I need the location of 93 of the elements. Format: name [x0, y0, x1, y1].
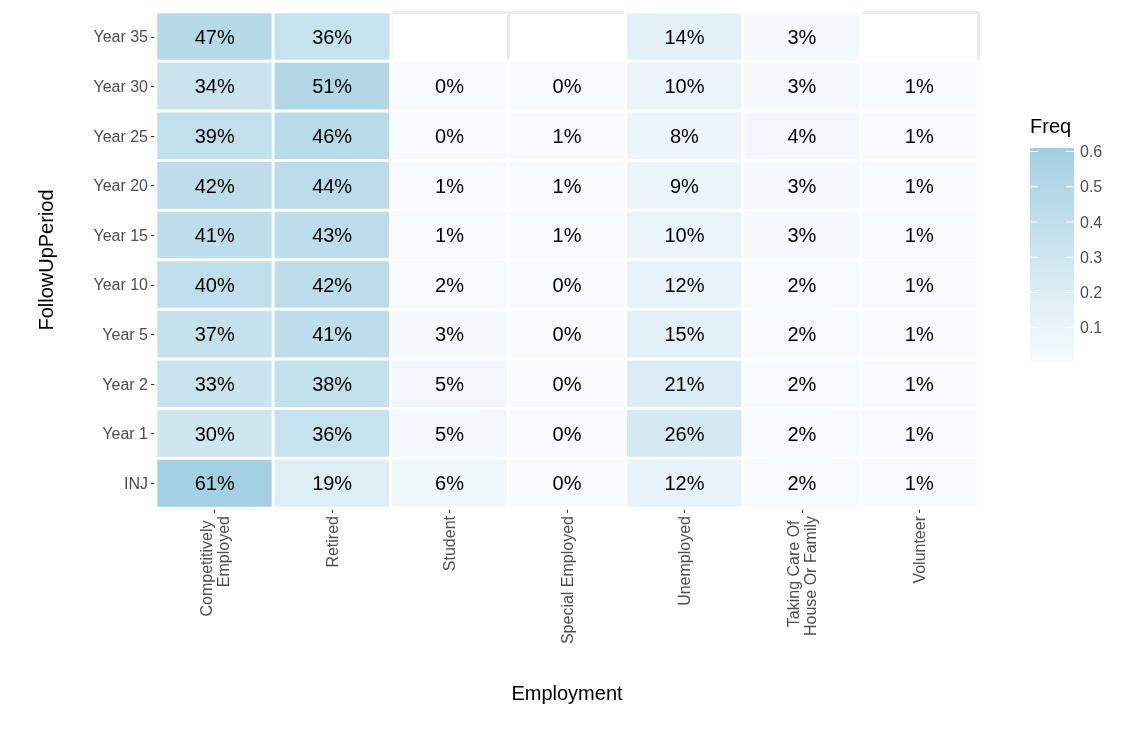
data-label: 1%: [552, 174, 582, 197]
data-label: 5%: [435, 373, 465, 395]
data-label: 12%: [664, 472, 705, 495]
data-label: 1%: [904, 174, 934, 197]
x-tick-label: Special Employed: [558, 516, 576, 645]
y-tick-label: Year 25: [93, 127, 149, 145]
data-label: 1%: [904, 472, 934, 495]
x-tick-label: Student: [441, 515, 459, 572]
data-label: 4%: [787, 125, 817, 147]
data-label: 2%: [787, 422, 817, 445]
data-label: 3%: [787, 224, 817, 247]
y-tick-label: Year 30: [93, 77, 149, 95]
data-label: 46%: [312, 125, 353, 147]
data-label: 3%: [787, 174, 817, 197]
data-label: 47%: [194, 25, 235, 48]
y-tick-label: Year 20: [93, 177, 149, 195]
data-label: 15%: [664, 323, 705, 346]
data-label: 36%: [312, 422, 353, 445]
data-label: 1%: [552, 224, 582, 247]
data-label: 40%: [194, 273, 235, 296]
data-label: 0%: [552, 373, 582, 395]
data-label: 1%: [904, 224, 934, 247]
data-label: 10%: [664, 75, 705, 98]
y-tick-label: Year 35: [93, 28, 149, 46]
data-label: 0%: [552, 323, 582, 346]
data-label: 41%: [194, 224, 235, 247]
y-axis-title: FollowUpPeriod: [35, 189, 57, 331]
data-label: 36%: [312, 25, 353, 48]
color-bar-label: 0.6: [1080, 143, 1103, 161]
data-label: 12%: [664, 273, 705, 296]
data-label: 44%: [312, 174, 353, 197]
y-tick-label: Year 15: [93, 226, 149, 244]
data-label: 0%: [552, 422, 582, 445]
y-tick-label: Year 10: [93, 276, 149, 294]
data-label: 9%: [669, 174, 700, 197]
data-label: 34%: [194, 75, 235, 98]
color-bar-label: 0.5: [1080, 178, 1103, 196]
data-label: 1%: [904, 273, 934, 296]
y-tick-label: Year 2: [102, 375, 149, 393]
data-label: 2%: [435, 273, 465, 296]
data-label: 51%: [312, 75, 353, 98]
y-tick-label: Year 5: [102, 325, 149, 343]
x-tick-label: Retired: [323, 516, 341, 568]
data-label: 33%: [194, 373, 235, 395]
data-label: 2%: [787, 373, 817, 395]
data-label: 38%: [312, 373, 353, 395]
data-label: 14%: [664, 25, 705, 48]
data-label: 0%: [435, 75, 465, 98]
data-label: 2%: [787, 323, 817, 346]
data-label: 1%: [435, 224, 465, 247]
data-label: 0%: [552, 472, 582, 495]
data-label: 37%: [194, 323, 235, 346]
data-label: 1%: [904, 125, 934, 147]
y-tick-label: Year 1: [102, 425, 149, 443]
data-label: 19%: [312, 472, 353, 495]
x-tick-label: Volunteer: [910, 515, 928, 584]
legend-title: Freq: [1030, 115, 1072, 137]
x-tick-label: Unemployed: [675, 516, 693, 606]
data-label: 10%: [664, 224, 705, 247]
color-bar-label: 0.4: [1080, 213, 1103, 231]
data-label: 8%: [669, 125, 700, 147]
data-label: 43%: [312, 224, 353, 247]
data-label: 1%: [904, 422, 934, 445]
data-label: 6%: [435, 472, 465, 495]
data-label: 1%: [904, 373, 934, 395]
x-axis-title: Employment: [511, 682, 624, 704]
data-label: 0%: [552, 273, 582, 296]
data-label: 2%: [787, 472, 817, 495]
data-label: 1%: [435, 174, 465, 197]
color-bar-label: 0.2: [1080, 284, 1103, 302]
data-label: 42%: [312, 273, 353, 296]
data-label: 3%: [787, 75, 817, 98]
data-label: 0%: [552, 75, 582, 98]
data-label: 1%: [904, 323, 934, 346]
data-label: 3%: [435, 323, 465, 346]
x-tick-label: Taking Care Of House Or Family: [784, 516, 819, 637]
data-label: 21%: [664, 373, 705, 395]
data-label: 2%: [787, 273, 817, 296]
data-label: 30%: [194, 422, 235, 445]
data-label: 3%: [787, 25, 817, 48]
data-label: 26%: [664, 422, 705, 445]
data-label: 42%: [194, 174, 235, 197]
data-label: 61%: [194, 472, 235, 495]
x-tick-label: Competitively Employed: [197, 516, 232, 617]
color-bar-label: 0.1: [1080, 319, 1103, 337]
data-label: 41%: [312, 323, 353, 346]
data-label: 5%: [435, 422, 465, 445]
color-bar-label: 0.3: [1080, 248, 1103, 266]
data-label: 1%: [904, 75, 934, 98]
data-label: 0%: [435, 125, 465, 147]
data-label: 39%: [194, 125, 235, 147]
y-tick-label: INJ: [124, 474, 148, 492]
data-label: 1%: [552, 125, 582, 147]
